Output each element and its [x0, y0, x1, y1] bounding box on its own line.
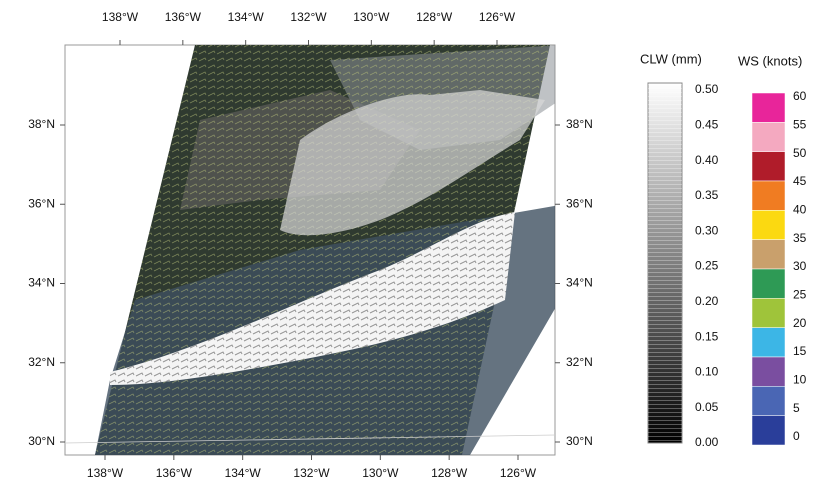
bottom-lon-label: 132°W — [293, 466, 330, 480]
bottom-lon-label: 126°W — [500, 466, 537, 480]
ws-label: 40 — [793, 203, 807, 217]
bottom-lon-label: 130°W — [362, 466, 399, 480]
ws-color-block — [752, 181, 785, 210]
bottom-lon-label: 128°W — [431, 466, 468, 480]
top-lon-label: 134°W — [228, 10, 265, 24]
top-lon-label: 138°W — [102, 10, 139, 24]
top-lon-label: 130°W — [353, 10, 390, 24]
clw-label: 0.05 — [695, 400, 719, 414]
ws-label: 15 — [793, 344, 807, 358]
clw-label: 0.15 — [695, 329, 719, 343]
right-lat-label: 36°N — [566, 196, 593, 210]
clw-label: 0.00 — [695, 435, 719, 449]
right-lat-label: 30°N — [566, 434, 593, 448]
ws-color-block — [752, 93, 785, 122]
clw-label: 0.25 — [695, 259, 719, 273]
left-lat-label: 34°N — [28, 276, 55, 290]
left-lat-label: 36°N — [28, 196, 55, 210]
right-lat-label: 34°N — [566, 276, 593, 290]
ws-color-block — [752, 240, 785, 269]
right-lat-label: 32°N — [566, 355, 593, 369]
ws-color-block — [752, 386, 785, 415]
left-lat-label: 38°N — [28, 117, 55, 131]
ws-color-block — [752, 210, 785, 239]
bottom-lon-label: 134°W — [225, 466, 262, 480]
ws-color-block — [752, 416, 785, 445]
left-lat-label: 32°N — [28, 355, 55, 369]
ws-color-block — [752, 152, 785, 181]
right-lat-label: 38°N — [566, 117, 593, 131]
top-lon-label: 128°W — [416, 10, 453, 24]
ws-label: 50 — [793, 146, 807, 160]
ws-label: 20 — [793, 316, 807, 330]
figure: CLW (mm) WS (knots) 138°W 136°W 134°W 132°W… — [0, 0, 831, 485]
clw-label: 0.40 — [695, 153, 719, 167]
clw-label: 0.10 — [695, 365, 719, 379]
ws-label: 30 — [793, 259, 807, 273]
ws-color-block — [752, 122, 785, 151]
clw-label: 0.20 — [695, 294, 719, 308]
ws-label: 60 — [793, 89, 807, 103]
ws-colorbar-title: WS (knots) — [738, 53, 802, 68]
ws-label: 0 — [793, 429, 800, 443]
bottom-lon-label: 138°W — [87, 466, 124, 480]
ws-label: 5 — [793, 401, 800, 415]
clw-colorbar-title: CLW (mm) — [640, 51, 702, 66]
ws-label: 35 — [793, 231, 807, 245]
ws-label: 45 — [793, 174, 807, 188]
ws-color-block — [752, 328, 785, 357]
clw-label: 0.35 — [695, 188, 719, 202]
ws-label: 25 — [793, 288, 807, 302]
ws-color-block — [752, 269, 785, 298]
ws-label: 55 — [793, 118, 807, 132]
top-lon-label: 132°W — [290, 10, 327, 24]
ws-color-block — [752, 357, 785, 386]
ws-color-block — [752, 298, 785, 327]
clw-label: 0.30 — [695, 223, 719, 237]
ws-label: 10 — [793, 373, 807, 387]
left-lat-label: 30°N — [28, 434, 55, 448]
clw-colorbar — [648, 83, 682, 443]
clw-label: 0.45 — [695, 117, 719, 131]
clw-label: 0.50 — [695, 82, 719, 96]
top-lon-label: 126°W — [479, 10, 516, 24]
bottom-lon-label: 136°W — [156, 466, 193, 480]
top-lon-label: 136°W — [165, 10, 202, 24]
